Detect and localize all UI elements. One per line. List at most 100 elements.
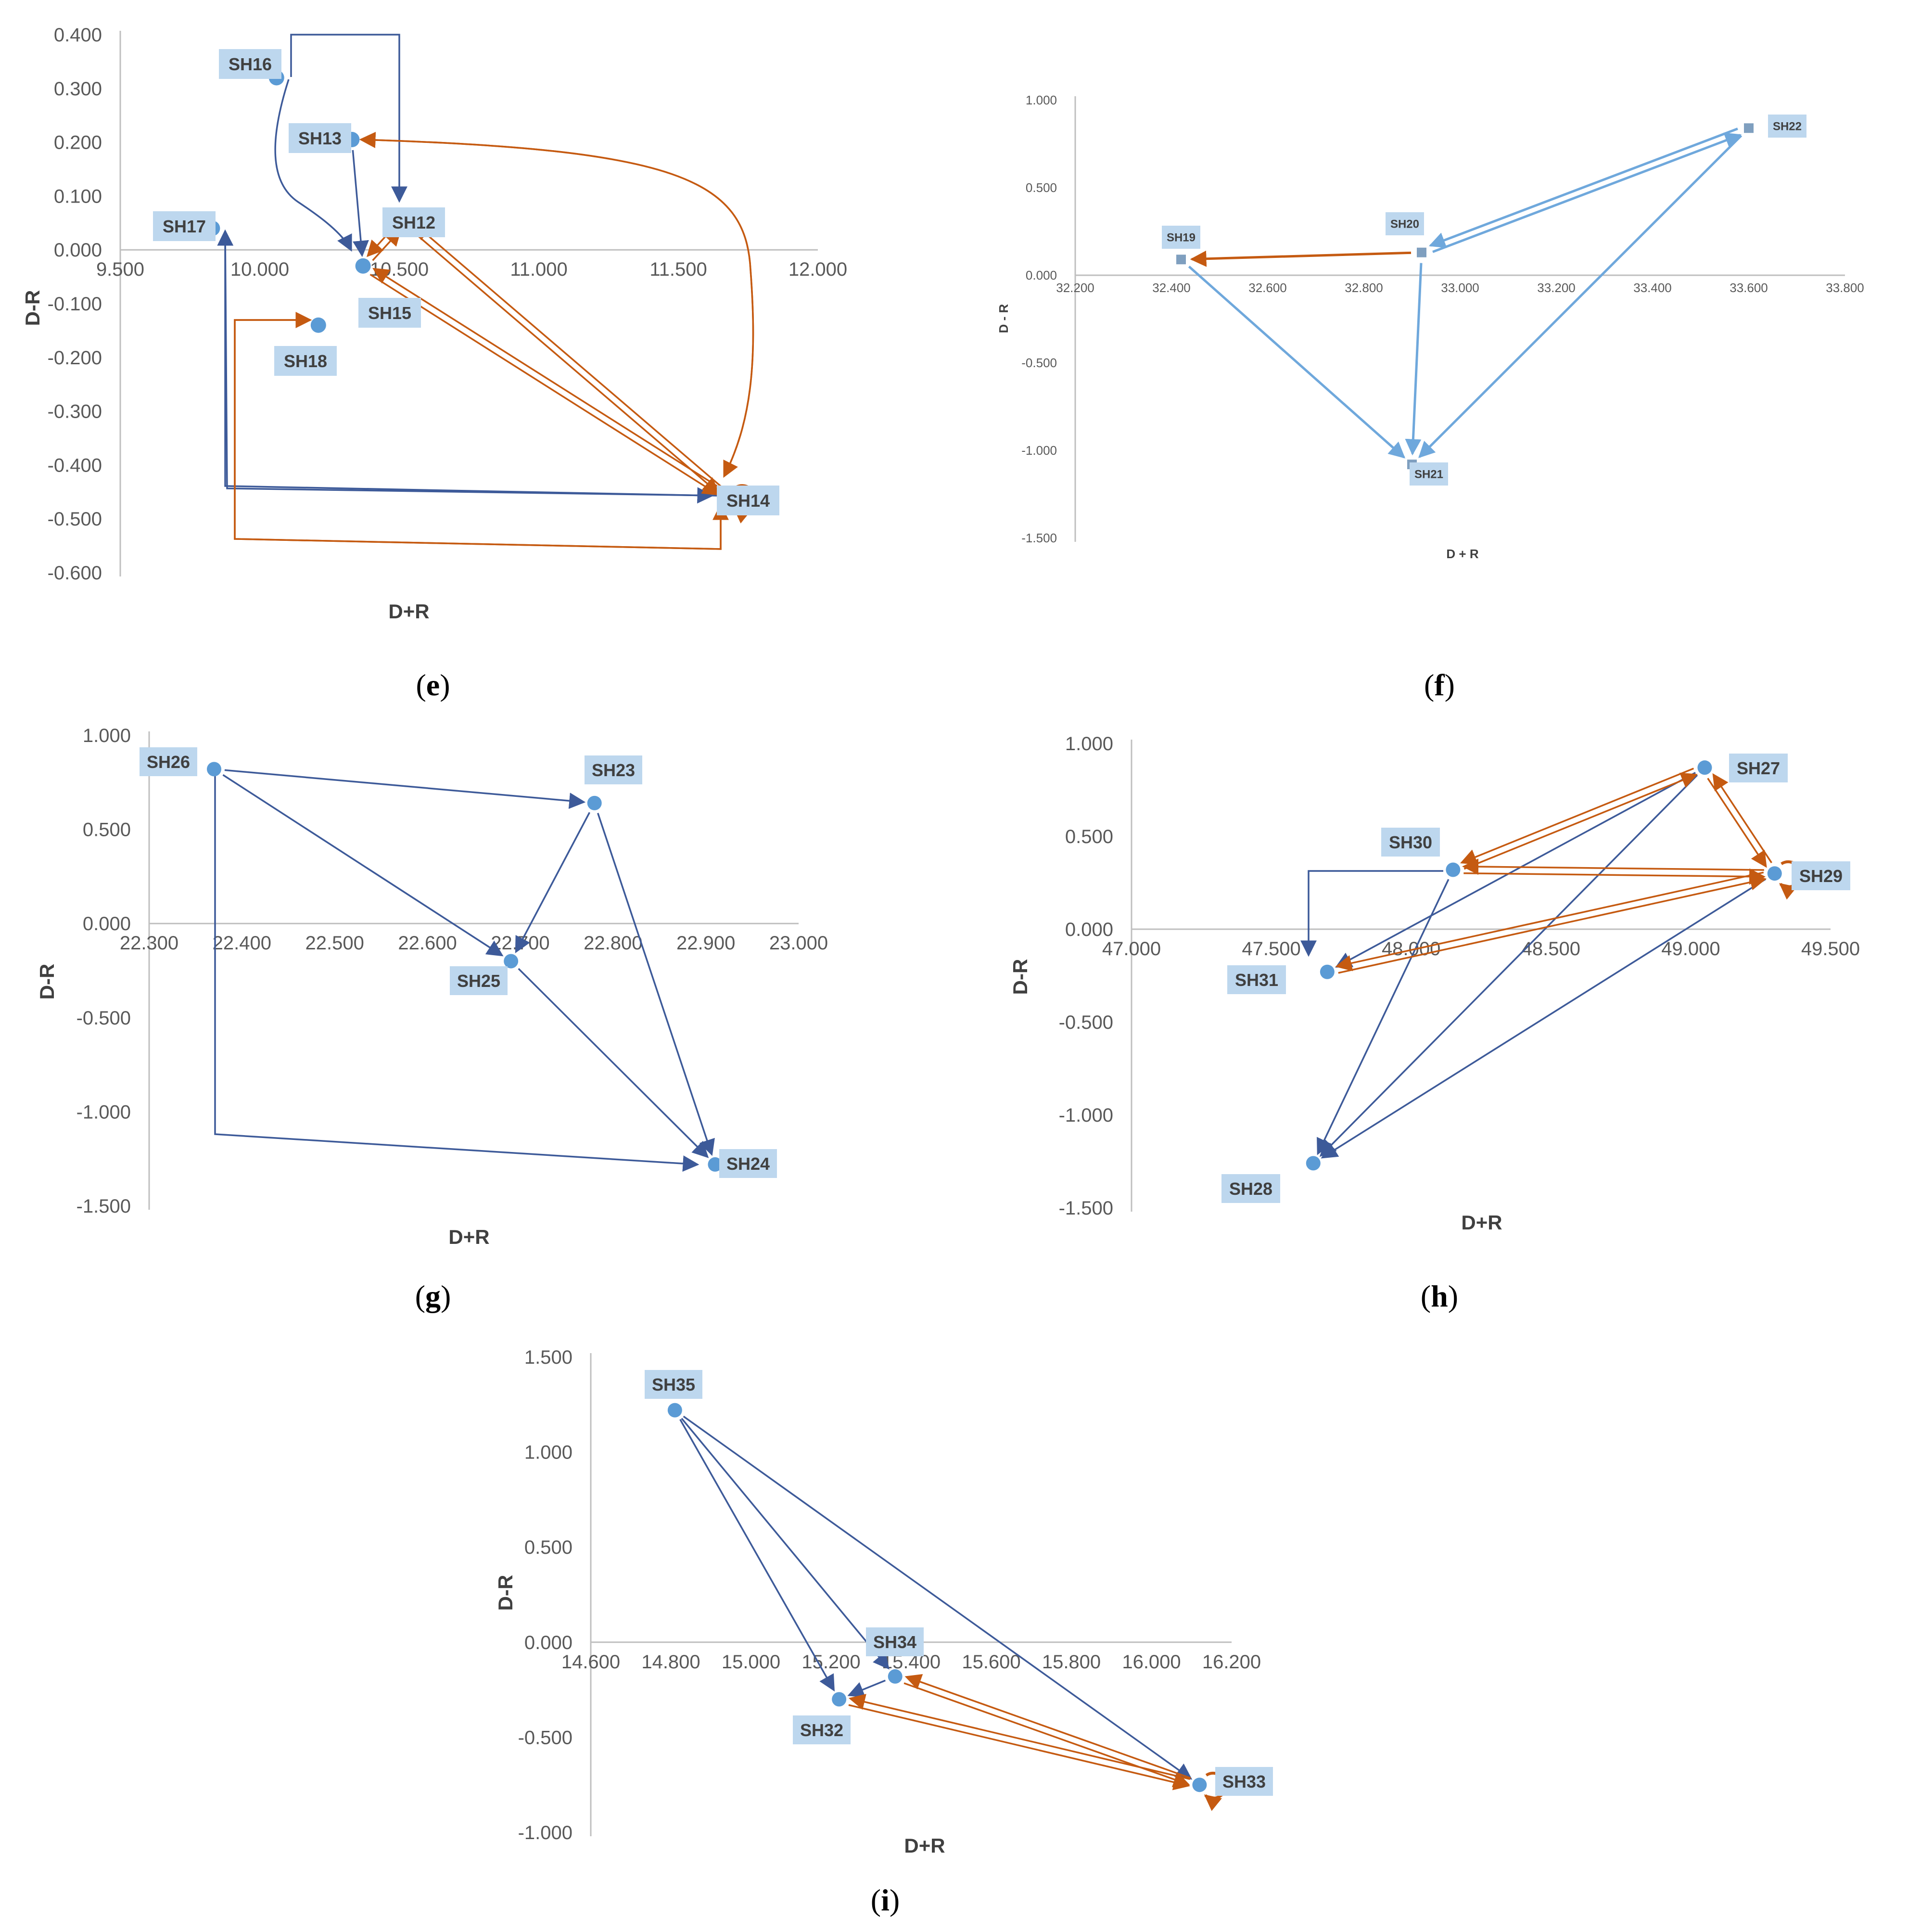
data-label-box	[219, 49, 281, 79]
y-tick-label: -0.500	[48, 509, 102, 530]
relation-arrow	[1707, 778, 1767, 868]
x-axis-title: D+R	[448, 1226, 489, 1248]
x-tick-label: 33.800	[1826, 281, 1864, 295]
relation-arrow	[518, 968, 709, 1158]
relation-arrow	[222, 774, 504, 957]
relation-arrow	[848, 1704, 1190, 1791]
data-point-label: SH21	[1410, 462, 1448, 486]
data-label-box	[866, 1627, 924, 1656]
relation-arrow	[1188, 265, 1406, 459]
data-label-text: SH16	[229, 54, 272, 74]
data-label-text: SH24	[726, 1154, 770, 1174]
chart-panel-i: 1.500 1.000 0.500 0.000 -0.500 -1.000 14.600 14…	[494, 1347, 1273, 1917]
data-label-box	[382, 207, 445, 237]
data-point-marker	[310, 317, 326, 333]
data-point-label: SH16	[219, 49, 281, 79]
data-label-box	[140, 747, 197, 776]
relation-arrow	[1463, 868, 1766, 885]
x-tick-label: 22.600	[398, 933, 457, 954]
data-label-text: SH17	[163, 217, 206, 236]
relation-arrow	[683, 1416, 1193, 1780]
data-label-box	[719, 1149, 777, 1178]
data-label-box	[793, 1715, 851, 1744]
data-point-label: SH34	[866, 1627, 924, 1656]
data-point-label: SH12	[382, 207, 445, 237]
data-label-text: SH28	[1229, 1179, 1272, 1199]
data-label-box	[717, 486, 779, 515]
data-point-marker	[1446, 862, 1461, 877]
x-tick-label: 32.400	[1152, 281, 1191, 295]
x-tick-label: 16.000	[1122, 1651, 1181, 1673]
chart-panel-h: 1.000 0.500 0.000 -0.500 -1.000 -1.500 47.000 4…	[1009, 733, 1860, 1313]
data-label-text: SH32	[800, 1720, 843, 1740]
panel-caption: (h)	[1421, 1279, 1458, 1313]
relation-arrow	[234, 319, 729, 550]
relation-arrow	[1460, 768, 1694, 865]
data-point-label: SH13	[289, 123, 351, 153]
relation-arrow	[414, 223, 724, 489]
data-point-marker	[667, 1403, 682, 1418]
relation-arrow	[1335, 871, 1764, 972]
data-label-box	[645, 1370, 702, 1399]
x-tick-label: 49.500	[1801, 938, 1860, 960]
relation-arrow	[903, 1682, 1190, 1788]
data-point-marker	[1176, 255, 1186, 265]
relation-arrow	[369, 273, 719, 496]
x-axis-title: D+R	[388, 600, 429, 623]
x-tick-label: 15.800	[1042, 1651, 1101, 1673]
x-axis-title: D + R	[1446, 547, 1478, 561]
data-label-text: SH23	[592, 760, 635, 780]
x-tick-label: 22.300	[120, 933, 178, 954]
data-label-text: SH31	[1235, 970, 1278, 990]
data-point-label: SH17	[153, 211, 216, 241]
data-point-marker	[1306, 1156, 1321, 1171]
relation-arrow	[1405, 263, 1423, 456]
y-tick-label: 0.500	[1065, 826, 1113, 847]
x-tick-label: 23.000	[769, 933, 828, 954]
data-point-label: SH14	[717, 486, 779, 515]
y-axis-title: D-R	[494, 1575, 517, 1611]
y-tick-label: -0.500	[1059, 1012, 1113, 1033]
panel-caption: (f)	[1424, 668, 1455, 702]
data-label-text: SH33	[1222, 1772, 1266, 1791]
chart-panel-g: 1.000 0.500 0.000 -0.500 -1.000 -1.500 22.300 2…	[36, 725, 828, 1313]
data-label-box	[274, 346, 337, 376]
y-tick-label: 0.500	[1026, 180, 1057, 195]
data-label-text: SH13	[298, 128, 342, 148]
y-tick-label: -0.200	[48, 347, 102, 369]
y-tick-label: 0.100	[54, 186, 102, 207]
y-tick-label: 0.500	[83, 819, 131, 841]
x-tick-label: 22.400	[213, 933, 271, 954]
x-tick-label: 22.900	[676, 933, 735, 954]
data-label-text: SH21	[1414, 468, 1443, 481]
data-point-label: SH31	[1227, 965, 1286, 994]
relation-arrow	[372, 268, 722, 490]
y-tick-label: -0.500	[1021, 356, 1057, 370]
data-label-text: SH35	[652, 1375, 695, 1395]
relation-arrow	[904, 1674, 1191, 1779]
x-axis-title: D+R	[904, 1834, 945, 1857]
relation-arrow	[290, 34, 407, 203]
x-tick-label: 14.800	[641, 1651, 700, 1673]
relation-arrow	[1338, 874, 1767, 974]
y-axis-title: D-R	[36, 964, 58, 1000]
x-tick-label: 32.200	[1056, 281, 1094, 295]
data-point-marker	[708, 1157, 723, 1172]
data-label-box	[585, 755, 642, 784]
relation-arrow	[410, 229, 720, 494]
panel-caption: (e)	[416, 668, 450, 702]
y-axis-title: D-R	[1009, 959, 1031, 995]
y-tick-label: 0.000	[83, 913, 131, 934]
data-label-text: SH29	[1799, 866, 1843, 886]
data-label-box	[1410, 462, 1448, 486]
relation-arrow	[1335, 772, 1696, 968]
y-tick-label: -0.600	[48, 563, 102, 584]
y-tick-label: 0.400	[54, 25, 102, 46]
chart-panel-f: 1.000 0.500 0.000 -0.500 -1.000 -1.500 32.200 3…	[996, 93, 1864, 702]
data-point-marker	[1320, 964, 1335, 979]
y-tick-label: -1.500	[1059, 1198, 1113, 1219]
relation-arrow	[681, 1418, 890, 1670]
data-point-marker	[355, 258, 371, 274]
data-point-label: SH20	[1386, 212, 1424, 235]
panel-caption: (i)	[871, 1883, 900, 1917]
